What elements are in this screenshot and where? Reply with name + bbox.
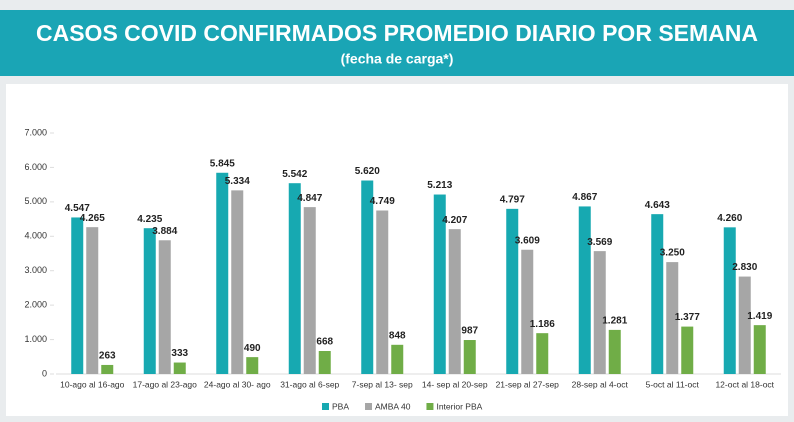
bar	[521, 249, 534, 374]
bar	[216, 172, 229, 374]
y-tick-label: 1.000	[24, 334, 47, 344]
chart-subtitle: (fecha de carga*)	[341, 51, 454, 67]
bar	[376, 210, 389, 374]
x-tick-label: 14- sep al 20-sep	[422, 379, 488, 389]
legend-swatch	[322, 403, 329, 410]
bar	[608, 329, 621, 374]
value-label: 4.547	[65, 203, 90, 214]
value-label: 4.207	[442, 215, 467, 226]
bar	[71, 217, 84, 374]
chart-title: CASOS COVID CONFIRMADOS PROMEDIO DIARIO …	[36, 20, 758, 46]
bar	[303, 207, 316, 374]
value-label: 1.281	[602, 316, 627, 327]
bar	[723, 227, 736, 374]
value-label: 987	[461, 326, 478, 337]
value-label: 4.847	[297, 193, 322, 204]
value-label: 848	[389, 330, 406, 341]
bar	[506, 208, 519, 374]
value-label: 4.643	[645, 200, 670, 211]
bar	[246, 357, 259, 374]
bar	[651, 214, 664, 374]
y-tick-label: 7.000	[24, 127, 47, 137]
value-label: 4.749	[370, 196, 395, 207]
bar	[681, 326, 694, 374]
value-label: 5.213	[427, 180, 452, 191]
x-tick-label: 7-sep al 13- sep	[352, 379, 413, 389]
bar	[433, 194, 446, 374]
value-label: 2.830	[732, 262, 757, 273]
bar	[173, 362, 186, 374]
value-label: 3.884	[152, 226, 177, 237]
legend-swatch	[365, 403, 373, 410]
bar	[593, 251, 606, 374]
bar	[463, 340, 476, 374]
value-label: 4.867	[572, 192, 597, 203]
y-tick-label: 6.000	[24, 162, 47, 172]
bar	[391, 344, 404, 374]
value-label: 668	[316, 337, 333, 348]
value-label: 4.235	[137, 214, 162, 225]
y-tick-label: 5.000	[24, 196, 47, 206]
bar	[578, 206, 591, 374]
bar	[288, 183, 301, 374]
value-label: 333	[171, 348, 188, 359]
x-tick-label: 21-sep al 27-sep	[496, 379, 560, 389]
y-tick-label: 3.000	[24, 265, 47, 275]
bar	[666, 262, 679, 374]
value-label: 490	[244, 343, 261, 354]
header-band	[0, 10, 794, 76]
bar	[143, 228, 156, 374]
bar	[448, 229, 461, 374]
value-label: 3.250	[660, 248, 685, 259]
value-label: 5.620	[355, 166, 380, 177]
bar	[231, 190, 244, 374]
value-label: 1.186	[530, 319, 555, 330]
value-label: 5.334	[225, 176, 250, 187]
y-tick-label: 2.000	[24, 300, 47, 310]
y-tick-label: 4.000	[24, 231, 47, 241]
x-tick-label: 10-ago al 16-ago	[60, 379, 125, 389]
value-label: 4.260	[717, 213, 742, 224]
bar	[753, 325, 766, 374]
bar	[318, 351, 331, 374]
x-tick-label: 28-sep al 4-oct	[572, 379, 629, 389]
legend-label: Interior PBA	[436, 401, 482, 411]
legend-swatch	[426, 403, 434, 410]
value-label: 5.845	[210, 158, 235, 169]
value-label: 4.797	[500, 194, 525, 205]
x-tick-label: 17-ago al 23-ago	[133, 379, 198, 389]
value-label: 1.419	[747, 311, 772, 322]
value-label: 5.542	[282, 169, 307, 180]
value-label: 1.377	[675, 312, 700, 323]
value-label: 3.569	[587, 237, 612, 248]
bar	[361, 180, 374, 374]
legend-label: PBA	[332, 401, 349, 411]
bar	[738, 276, 751, 374]
bar	[86, 227, 99, 374]
y-tick-label: 0	[42, 368, 47, 378]
x-tick-label: 31-ago al 6-sep	[280, 379, 339, 389]
bar	[536, 333, 549, 374]
value-label: 263	[99, 351, 116, 362]
value-label: 4.265	[80, 213, 105, 224]
x-tick-label: 24-ago al 30- ago	[204, 379, 271, 389]
x-tick-label: 12-oct al 18-oct	[715, 379, 774, 389]
x-tick-label: 5-oct al 11-oct	[646, 379, 700, 389]
bar	[158, 240, 171, 374]
value-label: 3.609	[515, 235, 540, 246]
legend-label: AMBA 40	[375, 401, 411, 411]
bar	[101, 364, 114, 374]
